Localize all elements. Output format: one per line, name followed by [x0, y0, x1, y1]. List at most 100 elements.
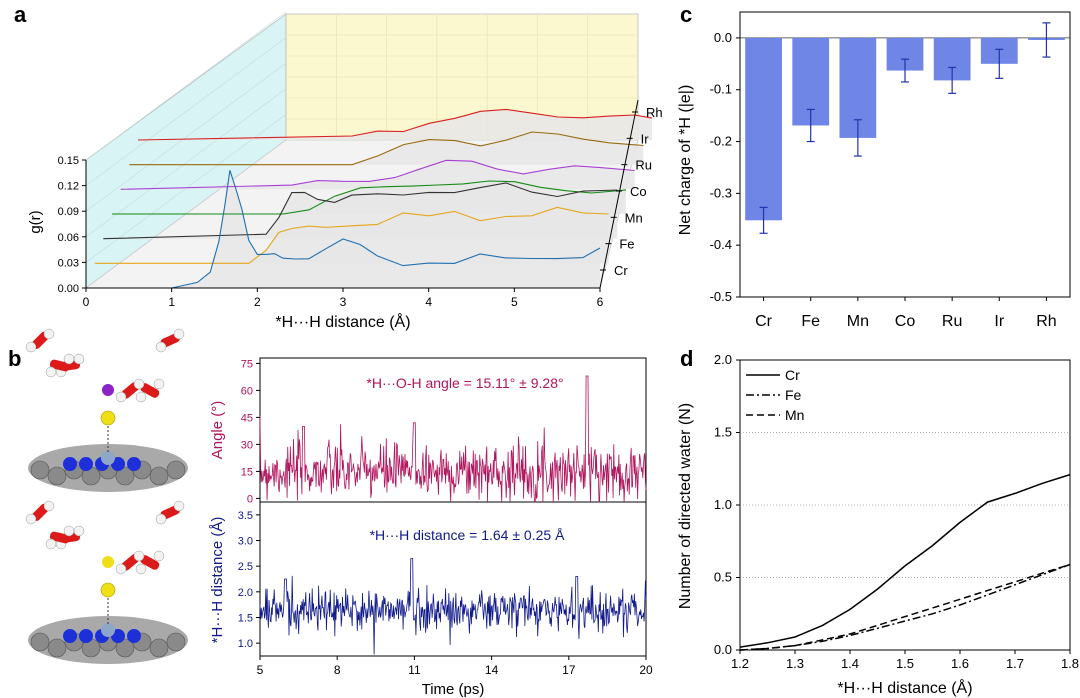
- d-y-tick-label: 0.0: [714, 642, 732, 657]
- d-y-tick-label: 2.0: [714, 352, 732, 367]
- distance-y-tick-label: 2.5: [238, 561, 253, 573]
- rdf-lines: [86, 108, 653, 289]
- water-hydrogen: [155, 513, 167, 525]
- distance-trace: [259, 558, 647, 655]
- atom-cluster-bottom: [25, 500, 186, 658]
- time-x-tick-label: 20: [639, 663, 653, 677]
- graphene-carbon: [47, 466, 67, 486]
- depth-tick-label: Cr: [614, 263, 628, 278]
- depth-axis-line: [599, 99, 639, 289]
- graphene-carbon: [166, 460, 186, 480]
- rdf-fills: [86, 109, 652, 288]
- water-hydrogen: [115, 563, 127, 575]
- water-hydrogen: [153, 550, 165, 562]
- panel-letter-d: d: [680, 346, 693, 371]
- graphene-carbon: [149, 638, 169, 658]
- water-hydrogen: [133, 550, 145, 562]
- c-x-tick-label: Ru: [942, 313, 962, 330]
- angle-annotation: *H···O-H angle = 15.11° ± 9.28°: [366, 375, 563, 391]
- distance-line: [259, 558, 647, 655]
- x-tick-label: 4: [425, 295, 432, 309]
- water-hydrogen: [43, 328, 55, 340]
- water-hydrogen: [133, 378, 145, 390]
- water-hydrogen: [73, 353, 85, 365]
- molecular-snapshot-bottom: [25, 500, 188, 664]
- molecular-snapshot-top: [25, 328, 188, 492]
- graphene-carbon: [115, 466, 135, 486]
- d-ticks: 0.0 0.5 1.0 1.5 2.0 1.2 1.3 1.4 1.5 1.6 1.7 1.8: [714, 352, 1079, 671]
- time-x-tick-label: 11: [408, 663, 421, 677]
- graphene-carbon: [30, 632, 50, 652]
- water-hydrogen: [43, 500, 55, 512]
- c-y-tick-label: -0.4: [710, 237, 732, 252]
- angle-trace: [259, 375, 647, 503]
- d-x-tick-label: 1.6: [951, 656, 969, 671]
- c-y-tick-label: -0.2: [710, 134, 732, 149]
- hydrogen-water: [102, 384, 114, 396]
- c-ticks: 0.0 -0.1 -0.2 -0.3 -0.4 -0.5 Cr Fe Mn Co Ru Ir Rh: [710, 30, 1057, 330]
- distance-y-label: *H···H distance (Å): [209, 517, 226, 644]
- d-line-cr: [739, 473, 1071, 648]
- time-x-label: Time (ps): [422, 681, 485, 698]
- rdf-line-co: [112, 180, 627, 215]
- time-x-tick-label: 8: [334, 663, 341, 677]
- c-x-tick-label: Co: [895, 313, 916, 330]
- panel-letter-c: c: [680, 2, 692, 27]
- nitrogen-atom: [127, 457, 141, 471]
- legend-label-mn: Mn: [785, 407, 804, 423]
- angle-y-tick-label: 75: [241, 358, 253, 370]
- bars: [740, 22, 1070, 234]
- time-x-tick-label: 14: [485, 663, 499, 677]
- y-ticks: 0.00 0.03 0.06 0.09 0.12 0.15: [58, 155, 86, 295]
- graphene-carbon: [47, 638, 67, 658]
- depth-tick-label: Ru: [635, 158, 652, 173]
- x-ticks: 0 1 2 3 4 5 6: [83, 288, 604, 309]
- depth-tick-label: Rh: [646, 105, 663, 120]
- c-y-tick-label: 0.0: [714, 30, 732, 45]
- rdf-line-mn: [103, 182, 618, 240]
- y-axis-label: g(r): [27, 210, 44, 233]
- x-tick-label: 2: [254, 295, 261, 309]
- c-y-tick-label: -0.1: [710, 82, 732, 97]
- d-y-tick-label: 1.5: [714, 425, 732, 440]
- distance-y-tick-label: 3.5: [238, 510, 253, 522]
- side-grid-line: [85, 62, 287, 212]
- d-y-tick-label: 1.0: [714, 497, 732, 512]
- angle-y-tick-label: 15: [241, 466, 253, 478]
- angle-y-tick-label: 30: [241, 439, 253, 451]
- depth-tick-label: Mn: [625, 210, 643, 225]
- hydrogen-adsorbed: [100, 410, 116, 426]
- rdf-line-cr: [86, 170, 601, 289]
- distance-y-tick-label: 3.0: [238, 536, 253, 548]
- y-tick-label: 0.00: [58, 283, 79, 295]
- water-hydrogen: [25, 513, 37, 525]
- water-hydrogen: [135, 563, 147, 575]
- depth-ticks: Cr Fe Mn Co Ru Ir Rh: [600, 105, 663, 278]
- depth-tick-label: Ir: [641, 131, 650, 146]
- water-hydrogen: [153, 378, 165, 390]
- angle-y-tick-label: 45: [241, 412, 253, 424]
- distance-y-tick-label: 1.5: [238, 613, 253, 625]
- rdf-fill-rh: [138, 109, 652, 140]
- rdf-line-ir: [129, 131, 644, 166]
- d-legend: Cr Fe Mn: [746, 367, 804, 423]
- legend-label-cr: Cr: [785, 367, 800, 383]
- rdf-fill-fe: [94, 207, 609, 264]
- water-oxygen: [140, 383, 160, 398]
- nitrogen-atom: [63, 629, 77, 643]
- water-hydrogen: [73, 525, 85, 537]
- d-y-tick-label: 0.5: [714, 570, 732, 585]
- water-hydrogen: [63, 525, 75, 537]
- d-x-tick-label: 1.7: [1006, 656, 1024, 671]
- depth-tick-label: Fe: [619, 237, 634, 252]
- distance-annotation: *H···H distance = 1.64 ± 0.25 Å: [370, 527, 565, 543]
- c-x-tick-label: Rh: [1036, 313, 1056, 330]
- nitrogen-atom: [79, 629, 93, 643]
- b-ticks: 0 15 30 45 60 75 1.0 1.5 2.0 2.5 3.0 3.5 5 8 11 14 17 20: [238, 358, 653, 677]
- graphene-carbon: [30, 460, 50, 480]
- graphene-carbon: [166, 632, 186, 652]
- water-oxygen: [49, 359, 70, 372]
- rdf-fill-ir: [129, 132, 644, 165]
- bar-cr: [745, 37, 782, 221]
- time-x-tick-label: 17: [562, 663, 576, 677]
